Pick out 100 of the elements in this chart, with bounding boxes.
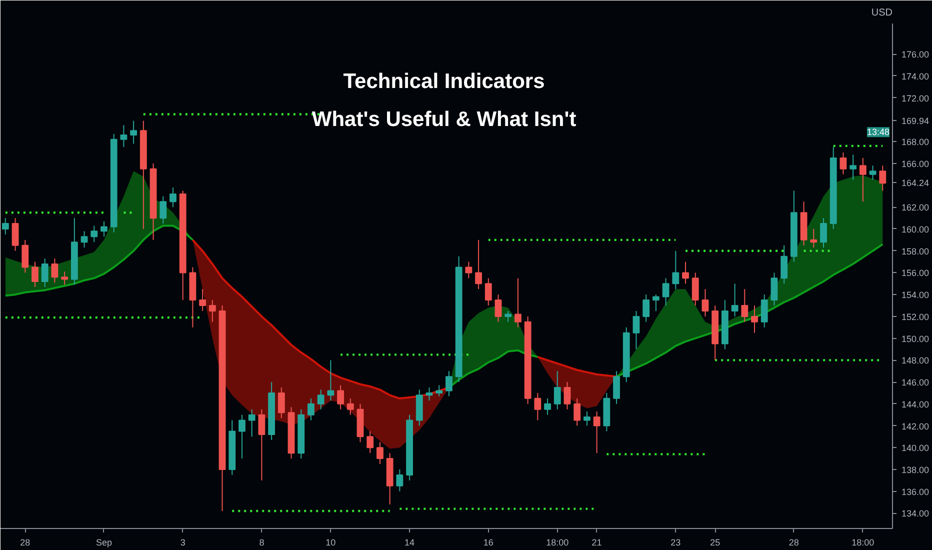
candlestick [574,398,581,426]
candlestick [160,196,167,224]
text: Technical Indicators [343,70,545,94]
candlestick [840,152,847,175]
candlestick [494,294,502,322]
candlestick [741,288,748,322]
candlestick [731,283,738,317]
x-tick-label: 28 [20,538,30,548]
x-tick-label: 18:00 [546,538,569,548]
x-tick-label: 18:00 [852,538,874,548]
candlestick [278,386,285,419]
candlestick [534,392,542,421]
y-tick-label: 172.00 [902,93,930,104]
y-tick-label: 150.00 [902,334,930,344]
candlestick [32,261,38,288]
candlestick [554,370,561,410]
candlestick [22,239,29,274]
candlestick [662,278,670,306]
candlestick [308,398,314,421]
candlestick [504,310,512,322]
text: What's Useful & What Isn't [312,108,576,131]
y-tick-label: 140.00 [902,443,930,454]
candlestick [564,382,571,410]
y-tick-label: 138.00 [902,464,930,475]
x-tick-label: 16 [483,538,494,548]
y-axis-title: USD [871,8,893,18]
candlestick [642,294,650,322]
y-tick-label: 136.00 [902,486,930,497]
candlestick [170,186,176,208]
candlestick [514,278,522,328]
y-tick-label: 164.24 [902,178,930,188]
candlestick [593,411,600,454]
y-tick-label: 169.94 [902,116,930,126]
y-tick-label: 156.00 [902,268,930,278]
candlestick [51,258,58,284]
annotation: 13:48 [866,127,890,138]
candlestick [484,278,492,306]
candlestick [760,294,768,328]
y-tick-label: 176.00 [902,50,930,60]
candlestick [396,468,404,492]
candlestick [446,370,452,397]
candlestick [208,300,216,322]
x-tick-label: 28 [788,538,799,548]
candlestick [426,386,433,402]
candlestick [869,165,876,180]
candlestick [751,305,758,334]
candlestick [199,288,206,312]
x-tick-label: 23 [670,538,681,548]
line-series [4,224,194,297]
y-tick-label: 160.00 [902,224,930,234]
y-tick-label: 168.00 [902,137,930,148]
candlestick [672,250,680,290]
candlestick [337,384,344,410]
y-tick-label: 154.00 [902,290,930,300]
candlestick [238,414,246,460]
x-tick-label: 14 [404,538,415,548]
candlestick [130,120,138,144]
candlestick [61,271,68,286]
candlestick [376,442,384,465]
candlestick [702,288,709,317]
candlestick [2,218,9,235]
candlestick [692,272,699,306]
candlestick [436,384,443,397]
candlestick [346,398,354,416]
y-tick-label: 144.00 [902,399,930,410]
x-tick-label: 21 [592,538,602,548]
y-tick-label: 174.00 [902,71,930,82]
candlestick [465,261,472,279]
candlestick [90,225,98,243]
candlestick [682,261,689,284]
y-tick-label: 166.00 [902,158,930,169]
candlestick [879,165,886,192]
x-tick-label: Sep [96,538,112,548]
candlestick [258,408,266,481]
candlestick [366,430,374,454]
candlestick [613,370,620,404]
candlestick [80,230,88,248]
y-tick-label: 162.00 [902,202,930,213]
candlestick [820,218,827,248]
candlestick [780,244,788,284]
y-tick-label: 158.00 [902,246,930,256]
y-tick-label: 148.00 [902,356,930,366]
x-tick-label: 10 [326,538,336,548]
y-tick-label: 152.00 [902,312,930,322]
candlestick [327,360,334,402]
x-tick-label: 3 [180,538,186,548]
y-tick-label: 146.00 [902,378,930,388]
candlestick [810,228,818,248]
candlestick [12,218,19,252]
candlestick [770,272,778,306]
candlestick [41,258,48,288]
candlestick [120,124,128,148]
candlestick [583,411,590,426]
x-tick-label: 25 [710,538,720,548]
candlestick [850,154,857,180]
y-tick-label: 134.00 [902,508,930,519]
candlestick [859,157,866,202]
candlestick [652,294,660,312]
candlestick [632,310,640,350]
x-tick-label: 8 [259,538,264,548]
